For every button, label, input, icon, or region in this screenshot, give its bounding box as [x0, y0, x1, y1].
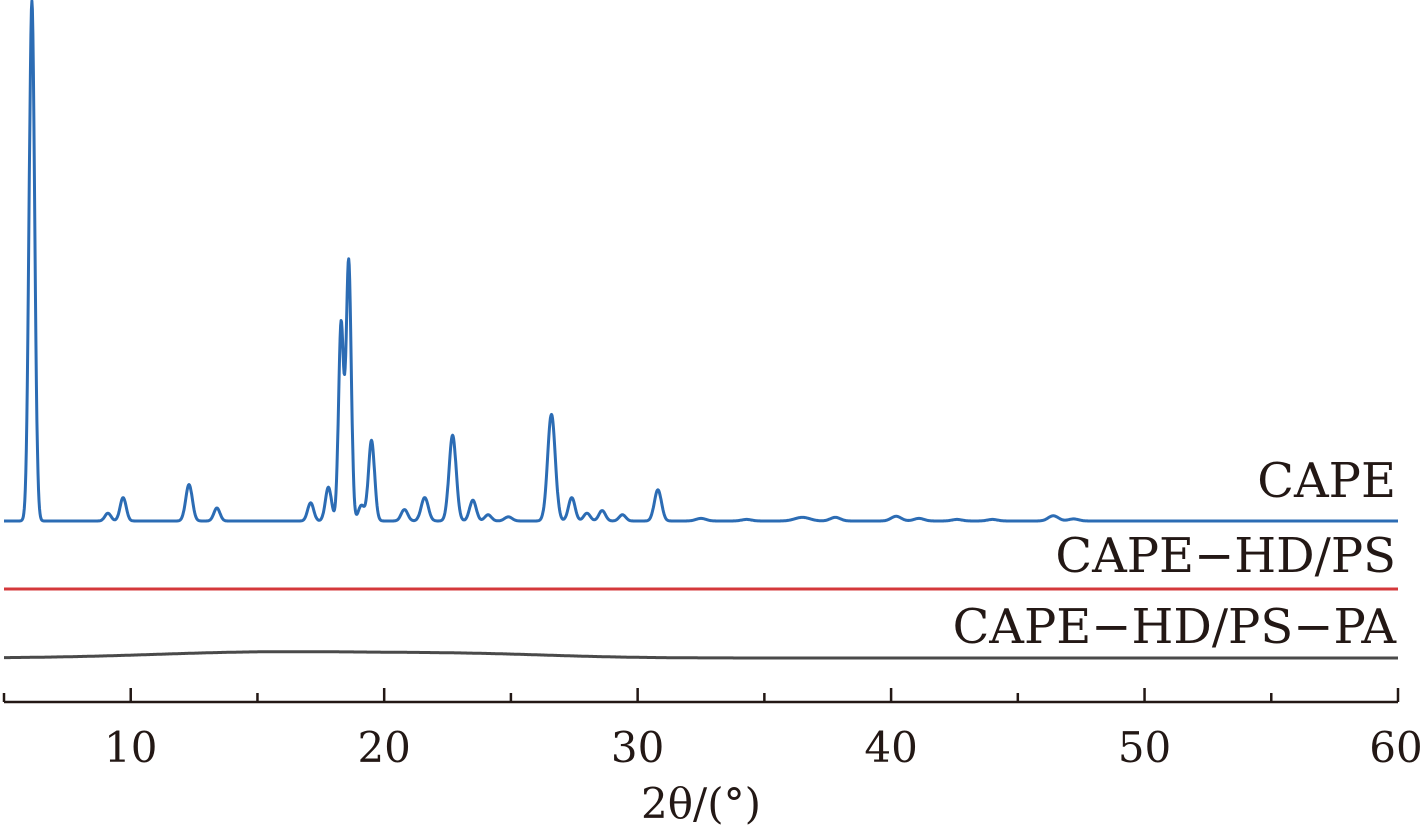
x-tick-label: 50: [1118, 723, 1171, 772]
series-label-3: CAPE−HD/PS−PA: [953, 599, 1398, 655]
plot-area: CAPE CAPE−HD/PS CAPE−HD/PS−PA: [3, 0, 1399, 660]
series-labels: CAPE CAPE−HD/PS CAPE−HD/PS−PA: [953, 453, 1398, 655]
series-line-3: [3, 650, 1399, 660]
x-ticks: [2, 688, 1400, 702]
x-tick-labels: 10 20 30 40 50 60: [104, 723, 1423, 772]
x-tick-label: 10: [104, 723, 157, 772]
series-label-1: CAPE: [1257, 453, 1396, 509]
x-axis: 10 20 30 40 50 60 2θ/(°): [2, 688, 1423, 828]
x-tick-label: 20: [357, 723, 410, 772]
x-axis-title: 2θ/(°): [641, 779, 761, 828]
x-tick-label: 30: [611, 723, 664, 772]
series-line-1: [3, 0, 1399, 523]
x-tick-label: 40: [864, 723, 917, 772]
traces: [3, 0, 1399, 660]
series-label-2: CAPE−HD/PS: [1055, 528, 1396, 584]
x-tick-label: 60: [1369, 723, 1422, 772]
